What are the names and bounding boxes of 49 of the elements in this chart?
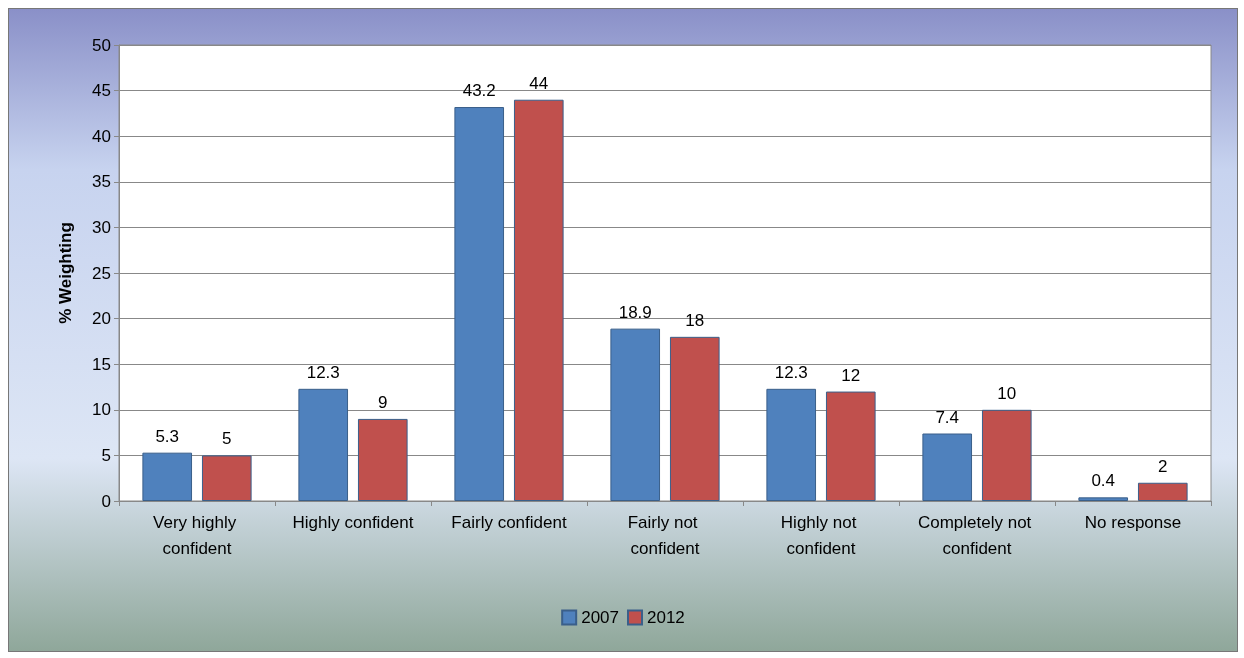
x-tick-label: Highly confident: [292, 512, 414, 532]
data-label: 0.4: [1091, 471, 1116, 491]
bar: [454, 107, 505, 501]
y-tick-label: 45: [92, 81, 111, 101]
x-tick-label: Completely not confident: [917, 512, 1037, 558]
bar: [298, 388, 349, 501]
x-tick-label: Fairly confident: [451, 512, 567, 532]
data-label: 10: [997, 383, 1017, 403]
bar: [142, 452, 193, 501]
y-axis-title: % Weighting: [56, 222, 75, 324]
y-tick-label: 35: [92, 172, 111, 192]
y-tick-label: 40: [92, 126, 111, 146]
y-tick-label: 30: [92, 217, 111, 237]
data-label: 9: [378, 392, 388, 412]
data-label: 5.3: [155, 426, 180, 446]
bar: [357, 418, 408, 501]
legend-label: 2007: [581, 608, 620, 627]
x-tick-label: No response: [1084, 512, 1182, 532]
bar: [981, 409, 1032, 501]
x-tick-label: Fairly not confident: [627, 512, 703, 558]
data-label: 7.4: [935, 407, 960, 427]
y-tick-label: 20: [92, 309, 111, 329]
bar: [610, 328, 661, 501]
y-tick-label: 0: [101, 491, 111, 511]
y-tick-label: 15: [92, 354, 111, 374]
bar: [1078, 497, 1129, 501]
y-tick-label: 5: [101, 445, 111, 465]
bar: [766, 388, 817, 501]
bar: [922, 433, 973, 501]
data-label: 12.3: [306, 362, 340, 382]
y-tick-label: 25: [92, 263, 111, 283]
data-label: 2: [1158, 456, 1168, 476]
bar: [513, 99, 564, 501]
data-label: 5: [222, 429, 232, 449]
data-label: 18: [685, 310, 705, 330]
data-label: 12.3: [774, 362, 808, 382]
x-tick-label: Very highly confident: [153, 512, 241, 558]
y-tick-label: 10: [92, 400, 111, 420]
data-label: 44: [529, 73, 549, 93]
bar: [1137, 482, 1188, 501]
data-label: 43.2: [462, 81, 496, 101]
x-tick-label: Highly not confident: [780, 512, 862, 558]
data-label: 18.9: [618, 302, 652, 322]
legend-label: 2012: [647, 608, 685, 627]
bar: [669, 336, 720, 501]
bar: [825, 391, 876, 501]
bar: [201, 455, 252, 501]
y-tick-label: 50: [92, 35, 111, 55]
data-label: 12: [841, 365, 861, 385]
